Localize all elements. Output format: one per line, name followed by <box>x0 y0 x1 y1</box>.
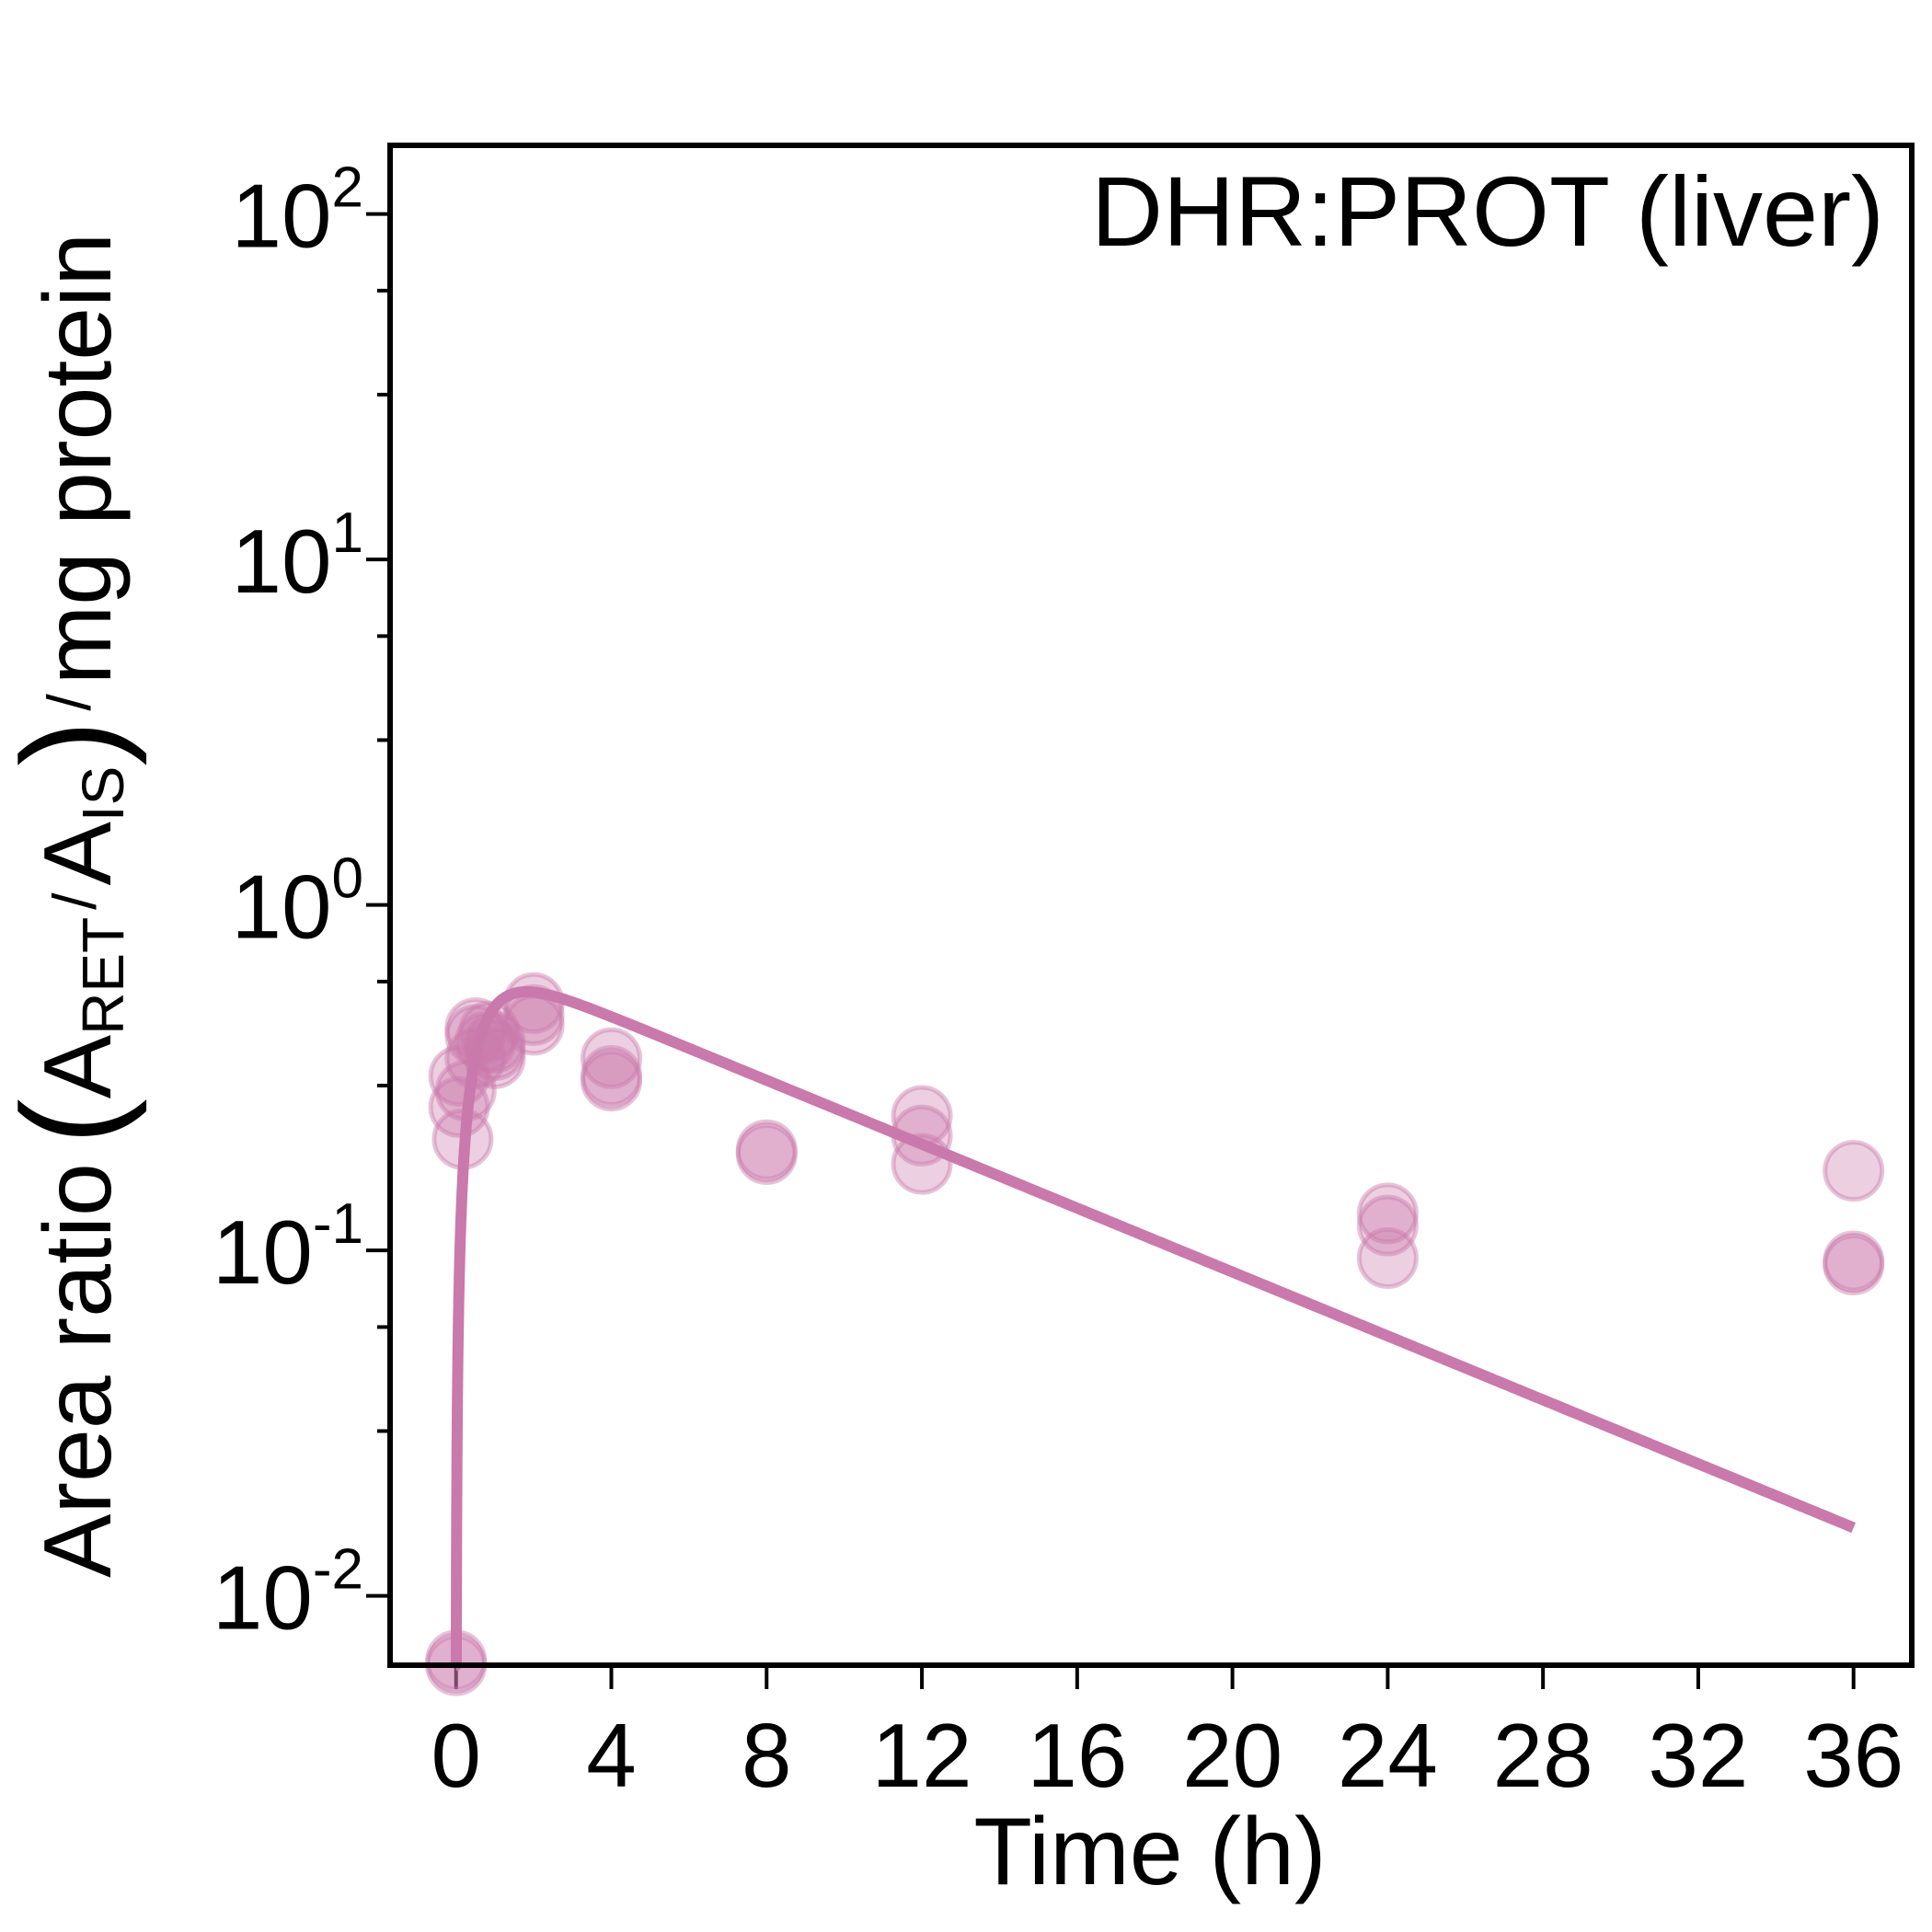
data-point <box>444 1027 507 1089</box>
y-label-outer-slash: / <box>35 694 103 711</box>
model-fit-curve <box>450 986 1857 1671</box>
model-curve-layer <box>450 986 1857 1671</box>
svg-text:Area ratio(ARET/AIS)/mg protei: Area ratio(ARET/AIS)/mg protein <box>0 233 147 1578</box>
data-point <box>434 1060 497 1122</box>
data-point <box>1356 1227 1419 1290</box>
data-point <box>464 1018 526 1081</box>
data-point <box>464 1011 526 1074</box>
data-point <box>1823 1140 1885 1202</box>
x-tick-label: 28 <box>1493 1705 1593 1806</box>
data-point <box>1356 1182 1419 1245</box>
y-label-denominator-subscript: IS <box>70 766 136 822</box>
y-label-close-paren: ) <box>0 720 147 766</box>
data-point <box>581 1027 643 1089</box>
x-tick-label: 8 <box>742 1705 792 1806</box>
data-point <box>581 1044 643 1107</box>
data-point <box>428 1075 490 1138</box>
y-axis-label: Area ratio(ARET/AIS)/mg protein <box>0 233 147 1578</box>
data-point <box>891 1104 953 1167</box>
y-label-open-paren: ( <box>0 1098 147 1144</box>
y-tick-label: 102 <box>232 156 364 267</box>
data-point <box>891 1133 953 1195</box>
panel-label: DHR:PROT (liver) <box>1091 155 1884 267</box>
x-tick-label: 20 <box>1182 1705 1282 1806</box>
data-point <box>444 997 507 1060</box>
y-label-denominator: A <box>25 821 132 885</box>
data-point <box>581 1050 643 1112</box>
plot-frame <box>387 143 1915 1668</box>
x-tick-label: 32 <box>1648 1705 1748 1806</box>
y-label-inner-slash: / <box>40 892 109 910</box>
x-tick-label: 24 <box>1338 1705 1438 1806</box>
data-point <box>502 994 565 1056</box>
y-tick-label: 10-1 <box>213 1192 363 1303</box>
y-tick-label: 100 <box>232 847 364 958</box>
data-point <box>735 1122 798 1185</box>
y-tick-label: 101 <box>232 501 364 612</box>
y-label-suffix: mg protein <box>25 233 132 684</box>
data-point <box>1356 1194 1419 1257</box>
data-point <box>444 1004 507 1066</box>
data-points-layer <box>425 972 1885 1696</box>
data-point <box>464 1027 526 1089</box>
x-axis-label: Time (h) <box>973 1799 1326 1905</box>
x-tick-label: 12 <box>872 1705 972 1806</box>
x-tick-label: 36 <box>1803 1705 1903 1806</box>
data-point <box>431 1108 494 1170</box>
x-tick-label: 4 <box>586 1705 637 1806</box>
x-tick-labels: 0 4 8 12 16 20 24 28 32 36 <box>431 1705 1903 1806</box>
data-point <box>502 983 565 1046</box>
data-point <box>891 1085 953 1147</box>
data-point <box>425 1629 488 1692</box>
data-point <box>735 1119 798 1181</box>
y-label-numerator-subscript: RET <box>70 917 136 1035</box>
data-point <box>454 1011 516 1074</box>
y-label-prefix: Area ratio <box>25 1163 132 1578</box>
data-point <box>428 1044 490 1107</box>
y-tick-labels: 10-2 10-1 100 101 102 <box>213 156 363 1649</box>
data-point <box>458 1000 521 1063</box>
y-label-numerator: A <box>25 1034 132 1098</box>
data-point <box>502 972 565 1034</box>
x-tick-label: 16 <box>1027 1705 1127 1806</box>
x-tick-label: 0 <box>431 1705 481 1806</box>
data-point <box>1823 1230 1885 1293</box>
y-tick-label: 10-2 <box>213 1538 363 1649</box>
data-point <box>1823 1234 1885 1296</box>
